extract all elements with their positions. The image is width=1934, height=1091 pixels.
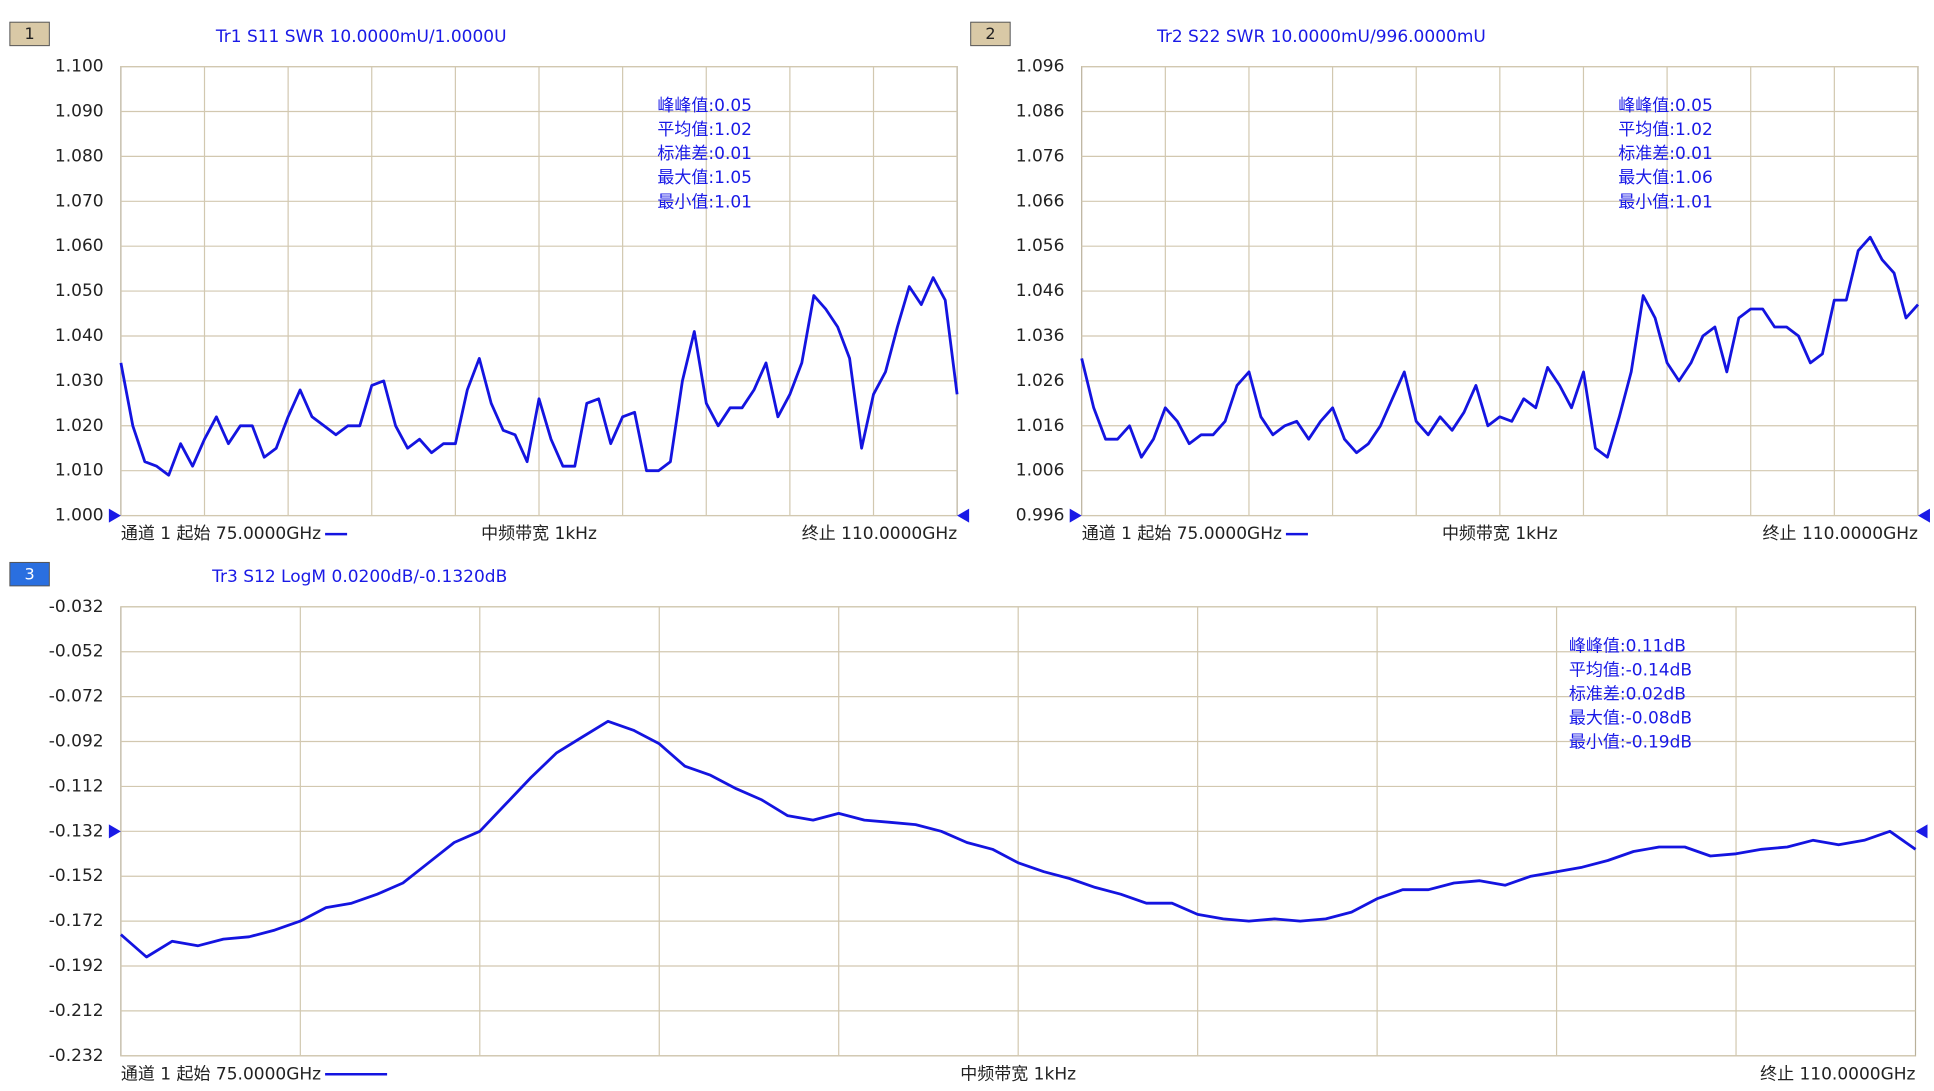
y-tick-label: 1.016	[1016, 416, 1065, 436]
y-tick-label: 1.040	[55, 326, 104, 346]
y-tick-label: 1.096	[1016, 57, 1065, 77]
y-tick-label: 1.000	[55, 506, 104, 526]
y-tick-label: 1.070	[55, 191, 104, 211]
y-tick-label: 1.046	[1016, 281, 1065, 301]
trace-title: Tr1 S11 SWR 10.0000mU/1.0000U	[215, 27, 507, 47]
statistic: 平均值:1.02	[1618, 120, 1713, 140]
trace-title: Tr3 S12 LogM 0.0200dB/-0.1320dB	[211, 567, 507, 587]
footer-center: 中频带宽 1kHz	[960, 1064, 1076, 1084]
y-tick-label: -0.232	[49, 1046, 104, 1066]
footer-start: 通道 1 起始 75.0000GHz	[121, 1064, 321, 1084]
trace-number: 3	[25, 564, 35, 583]
footer-start: 通道 1 起始 75.0000GHz	[1082, 524, 1282, 544]
statistic: 峰峰值:0.05	[657, 96, 752, 116]
ref-marker	[1915, 824, 1928, 839]
y-tick-label: -0.192	[49, 956, 104, 976]
y-tick-label: 1.030	[55, 371, 104, 391]
y-tick-label: 1.076	[1016, 146, 1065, 166]
y-tick-label: 1.066	[1016, 191, 1065, 211]
y-tick-label: 1.090	[55, 102, 104, 122]
y-tick-label: 1.036	[1016, 326, 1065, 346]
ref-marker	[1917, 508, 1930, 523]
y-tick-label: -0.152	[49, 866, 104, 886]
trace-badge	[9, 561, 50, 587]
ref-marker	[957, 508, 970, 523]
footer-start: 通道 1 起始 75.0000GHz	[121, 524, 321, 544]
trace-line	[119, 719, 1917, 959]
footer-stop: 终止 110.0000GHz	[1760, 1064, 1915, 1084]
statistic: 标准差:0.01	[657, 144, 752, 164]
y-tick-label: 1.080	[55, 146, 104, 166]
y-tick-label: -0.132	[49, 821, 104, 841]
footer-center: 中频带宽 1kHz	[481, 524, 597, 544]
trace-number: 1	[25, 24, 35, 43]
statistic: 最小值:1.01	[1618, 192, 1713, 212]
statistic: 标准差:0.02dB	[1569, 684, 1686, 704]
y-tick-label: -0.112	[49, 776, 104, 796]
statistic: 平均值:1.02	[657, 120, 752, 140]
y-tick-label: 1.026	[1016, 371, 1065, 391]
y-tick-label: 1.010	[55, 461, 104, 481]
y-tick-label: 0.996	[1016, 506, 1065, 526]
trace-badge	[970, 21, 1011, 47]
y-tick-label: -0.212	[49, 1001, 104, 1021]
trace-line	[119, 276, 959, 477]
footer-stop: 终止 110.0000GHz	[802, 524, 957, 544]
y-tick-label: -0.052	[49, 642, 104, 662]
y-tick-label: 1.086	[1016, 102, 1065, 122]
y-tick-label: 1.006	[1016, 461, 1065, 481]
trace-line	[1080, 235, 1920, 459]
statistic: 峰峰值:0.11dB	[1569, 636, 1686, 656]
statistic: 峰峰值:0.05	[1618, 96, 1713, 116]
statistic: 标准差:0.01	[1618, 144, 1713, 164]
y-tick-label: -0.092	[49, 732, 104, 752]
trace-title: Tr2 S22 SWR 10.0000mU/996.0000mU	[1156, 27, 1486, 47]
y-tick-label: -0.072	[49, 687, 104, 707]
statistic: 最大值:1.05	[657, 168, 752, 188]
ref-marker	[108, 824, 121, 839]
trace-badge	[9, 21, 50, 47]
statistic: 最小值:1.01	[657, 192, 752, 212]
statistic: 平均值:-0.14dB	[1569, 660, 1692, 680]
footer-center: 中频带宽 1kHz	[1442, 524, 1558, 544]
y-tick-label: -0.172	[49, 911, 104, 931]
y-tick-label: -0.032	[49, 597, 104, 617]
y-tick-label: 1.100	[55, 57, 104, 77]
statistic: 最大值:-0.08dB	[1569, 708, 1692, 728]
footer-stop: 终止 110.0000GHz	[1763, 524, 1918, 544]
trace-number: 2	[985, 24, 995, 43]
ref-marker	[1069, 508, 1082, 523]
ref-marker	[108, 508, 121, 523]
statistic: 最大值:1.06	[1618, 168, 1713, 188]
y-tick-label: 1.050	[55, 281, 104, 301]
y-tick-label: 1.020	[55, 416, 104, 436]
y-tick-label: 1.060	[55, 236, 104, 256]
statistic: 最小值:-0.19dB	[1569, 733, 1692, 753]
y-tick-label: 1.056	[1016, 236, 1065, 256]
